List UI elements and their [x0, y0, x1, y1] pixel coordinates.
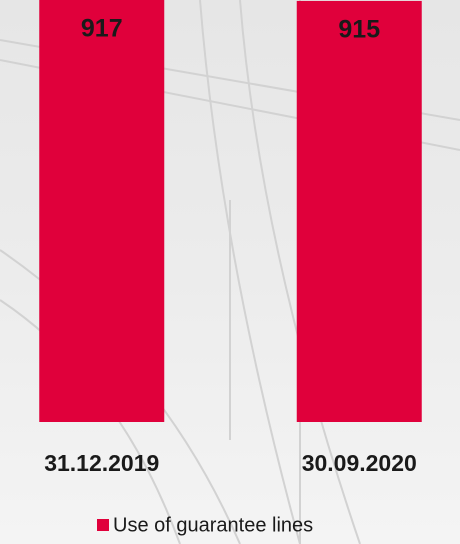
- value-label: 917: [81, 15, 123, 43]
- plot: 917 915 31.12.2019 30.09.2020: [39, 0, 422, 476]
- legend-swatch: [97, 519, 109, 531]
- value-label: 915: [338, 16, 380, 44]
- bar: [39, 0, 165, 422]
- legend-label: Use of guarantee lines: [113, 514, 313, 536]
- x-tick-label: 31.12.2019: [44, 450, 159, 476]
- bar: [296, 0, 422, 423]
- x-tick-label: 30.09.2020: [302, 450, 417, 476]
- legend: Use of guarantee lines: [97, 514, 313, 536]
